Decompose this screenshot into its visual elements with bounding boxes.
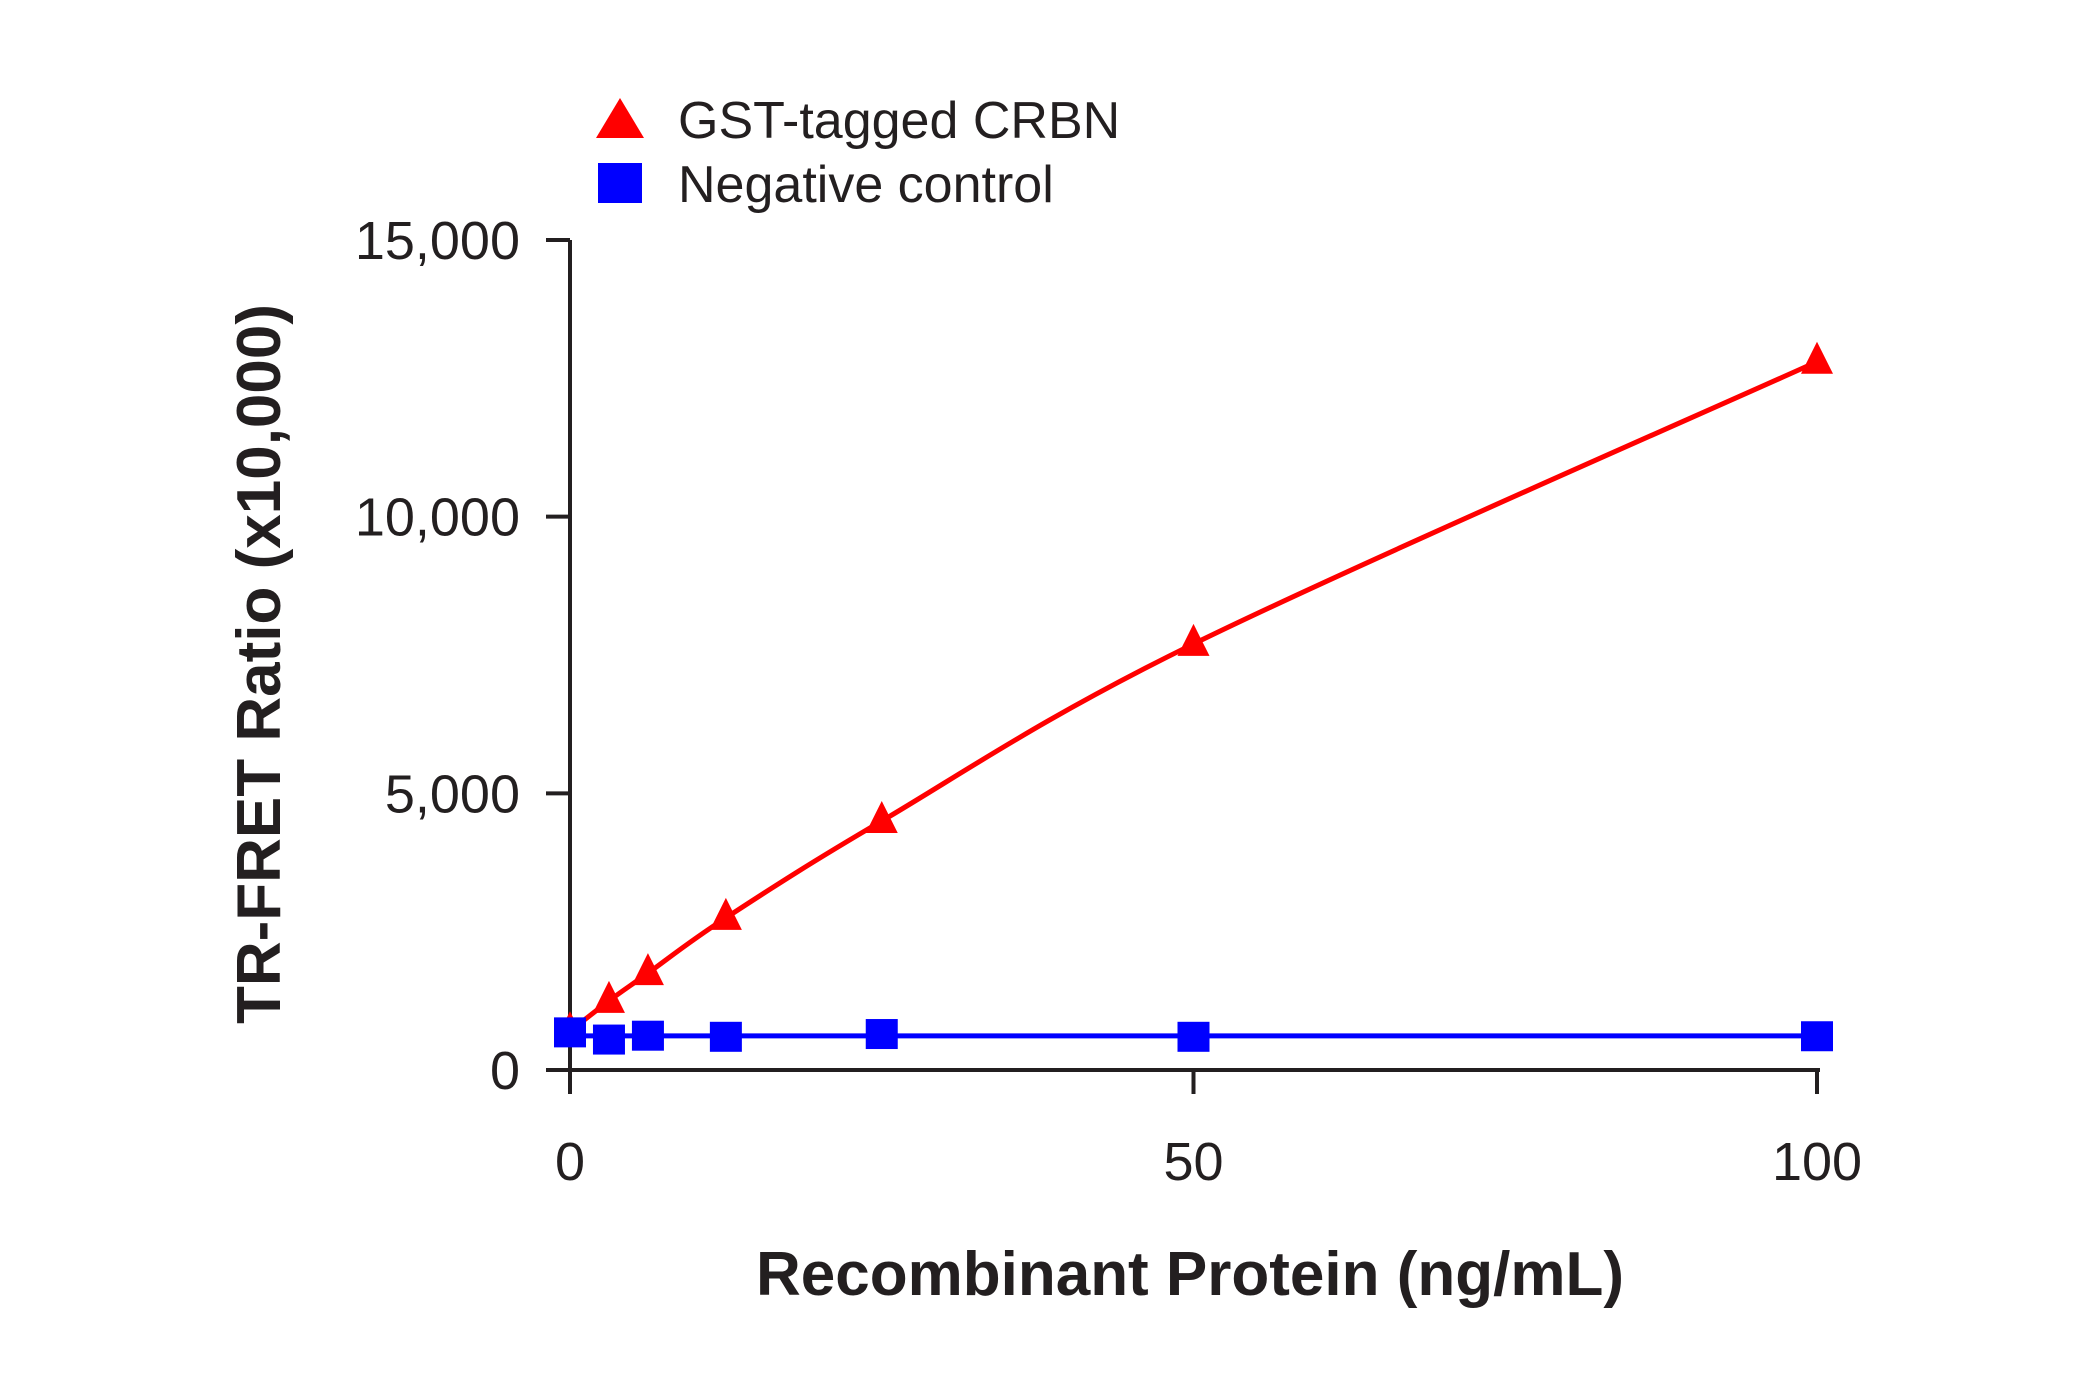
data-point-triangle bbox=[709, 897, 742, 930]
data-point-square bbox=[554, 1017, 586, 1048]
data-point-triangle bbox=[865, 801, 898, 833]
data-point-square bbox=[1801, 1021, 1833, 1052]
data-point-square bbox=[631, 1020, 664, 1051]
legend-marker-square-icon bbox=[598, 163, 642, 203]
y-tick-label: 0 bbox=[490, 1041, 520, 1101]
x-tick-label: 50 bbox=[1163, 1132, 1223, 1192]
y-tick-label: 15,000 bbox=[355, 211, 520, 271]
data-point-square bbox=[865, 1019, 898, 1050]
x-tick-label: 100 bbox=[1772, 1132, 1862, 1192]
y-tick-label: 5,000 bbox=[385, 764, 520, 824]
plot-area bbox=[554, 341, 1833, 1055]
y-axis-title: TR-FRET Ratio (x10,000) bbox=[225, 304, 294, 1024]
data-point-square bbox=[709, 1021, 742, 1052]
data-point-triangle bbox=[1177, 623, 1210, 656]
data-point-square bbox=[592, 1024, 625, 1055]
y-axis: 0 5,000 10,000 15,000 bbox=[355, 211, 572, 1101]
y-tick-label: 10,000 bbox=[355, 488, 520, 548]
y-ticks: 0 5,000 10,000 15,000 bbox=[355, 211, 570, 1101]
legend-marker-triangle-icon bbox=[596, 98, 644, 138]
x-tick-label: 0 bbox=[555, 1132, 585, 1192]
series-line-0 bbox=[568, 359, 1819, 1034]
x-axis: 0 50 100 bbox=[555, 1068, 1862, 1192]
data-point-triangle bbox=[592, 980, 625, 1013]
legend-item-negative-control: Negative control bbox=[598, 156, 1054, 214]
legend: GST-tagged CRBN Negative control bbox=[596, 92, 1120, 214]
series-1 bbox=[554, 1017, 1833, 1055]
series-0 bbox=[554, 341, 1833, 1044]
legend-label-1: Negative control bbox=[678, 156, 1054, 214]
legend-label-0: GST-tagged CRBN bbox=[678, 92, 1120, 150]
data-point-triangle bbox=[1801, 341, 1833, 374]
x-ticks: 0 50 100 bbox=[555, 1070, 1862, 1192]
x-axis-title: Recombinant Protein (ng/mL) bbox=[756, 1240, 1624, 1309]
data-point-triangle bbox=[631, 953, 664, 986]
legend-item-gst-tagged-crbn: GST-tagged CRBN bbox=[596, 92, 1120, 150]
data-point-square bbox=[1177, 1021, 1210, 1052]
